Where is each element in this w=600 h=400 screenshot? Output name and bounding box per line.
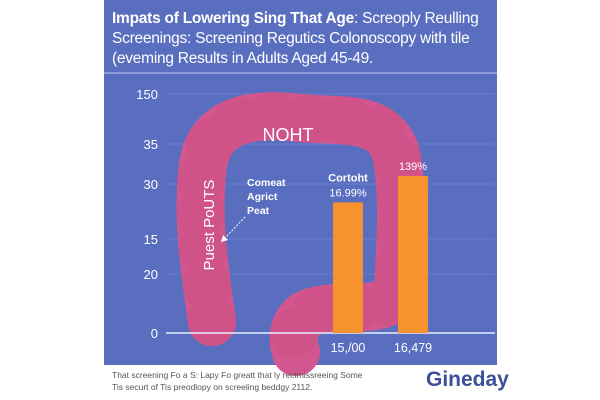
- callout-line: Comeat: [247, 177, 286, 189]
- bar-data-label: 139%: [399, 161, 427, 173]
- footer-line: Tis securt of Tis preodlopy on screeling…: [112, 382, 313, 392]
- bar-data-label: Cortoht: [328, 172, 368, 184]
- bar-data-label: 16.99%: [329, 187, 367, 199]
- callout-line: Agrict: [247, 191, 278, 203]
- bar: [333, 202, 363, 333]
- x-tick-label: 16,479: [394, 341, 432, 355]
- colon-label: NOHT: [263, 125, 314, 145]
- bar: [398, 176, 428, 333]
- callout-arrowhead: [221, 235, 228, 242]
- y-tick-label: 20: [144, 267, 158, 282]
- y-tick-label: 0: [151, 326, 158, 341]
- footer-line: That screening Fo a S: Lapy Fo greatt th…: [112, 370, 363, 380]
- y-tick-label: 30: [144, 177, 158, 192]
- chart-title: Impats of Lowering Sing That Age: Screop…: [112, 10, 479, 67]
- title-divider: [104, 72, 497, 74]
- footer-note: That screening Fo a S: Lapy Fo greatt th…: [112, 369, 420, 393]
- callout-arrow: [224, 216, 246, 239]
- x-tick-label: 15,/00: [331, 341, 366, 355]
- y-tick-label: 35: [144, 137, 158, 152]
- y-tick-label: 150: [136, 87, 158, 102]
- y-tick-label: 15: [144, 232, 158, 247]
- callout-line: Peat: [247, 205, 270, 217]
- side-label: Puest PoUTS: [201, 180, 218, 271]
- colon-illustration: [176, 92, 425, 376]
- brand-logo: Gineday: [426, 368, 509, 391]
